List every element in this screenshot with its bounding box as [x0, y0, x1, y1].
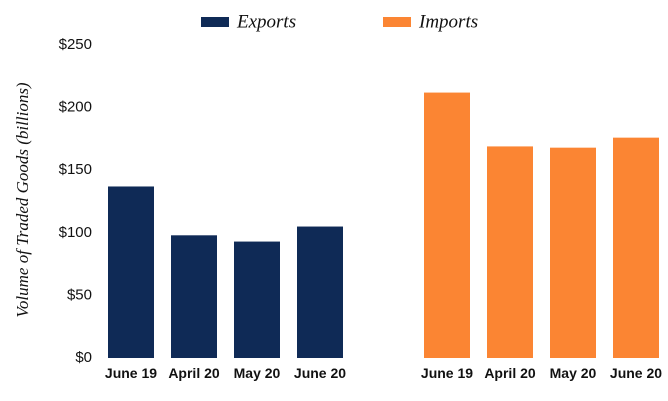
bar: [613, 137, 659, 358]
x-tick-label: April 20: [168, 365, 220, 381]
bar: [424, 92, 470, 359]
bar: [108, 186, 154, 358]
x-tick-label: June 19: [420, 365, 474, 381]
legend-label: Imports: [418, 11, 478, 32]
legend-swatch: [383, 17, 411, 27]
bar: [550, 147, 596, 358]
x-tick-label: June 19: [104, 365, 158, 381]
bar: [171, 235, 217, 358]
y-tick-label: $200: [59, 99, 92, 116]
y-tick-label: $150: [59, 161, 92, 178]
y-tick-label: $100: [59, 224, 92, 241]
x-tick-label: April 20: [484, 365, 536, 381]
legend-swatch: [201, 17, 229, 27]
x-tick-label: June 20: [293, 365, 347, 381]
y-tick-label: $0: [75, 349, 92, 366]
y-tick-label: $50: [67, 286, 92, 303]
y-axis-label: Volume of Traded Goods (billions): [13, 82, 32, 318]
x-tick-label: June 20: [609, 365, 663, 381]
x-tick-label: May 20: [233, 365, 281, 381]
bar: [487, 146, 533, 358]
y-tick-label: $250: [59, 36, 92, 53]
legend-label: Exports: [236, 11, 296, 32]
x-tick-label: May 20: [549, 365, 597, 381]
bar: [297, 226, 343, 358]
bar: [234, 241, 280, 358]
